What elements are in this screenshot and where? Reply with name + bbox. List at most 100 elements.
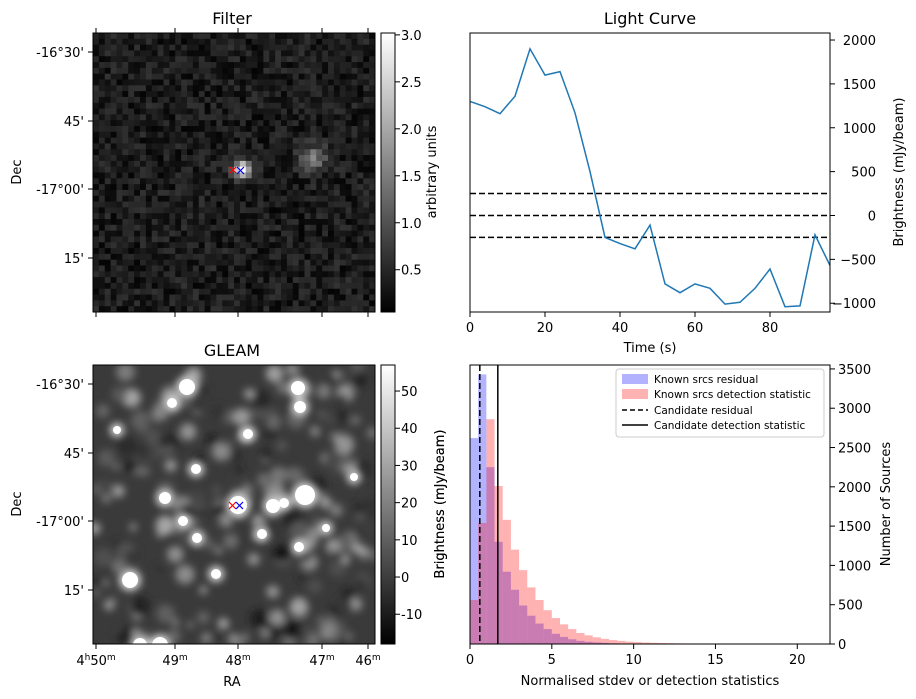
filter-pixel <box>104 259 112 266</box>
filter-pixel <box>328 253 335 261</box>
filter-pixel <box>345 230 352 237</box>
filter-pixel <box>263 102 270 109</box>
filter-pixel <box>128 201 135 208</box>
filter-pixel <box>151 294 159 301</box>
filter-pixel <box>275 242 282 249</box>
filter-pixel <box>187 242 194 249</box>
filter-pixel <box>157 178 164 185</box>
filter-pixel <box>263 282 270 290</box>
filter-pixel <box>292 62 300 69</box>
filter-pixel <box>245 160 253 168</box>
filter-pixel <box>357 300 364 307</box>
filter-pixel <box>134 131 141 139</box>
filter-pixel <box>292 160 300 168</box>
blue-x-b <box>235 501 244 510</box>
filter-pixel <box>339 149 347 156</box>
filter-pixel <box>239 108 247 115</box>
filter-pixel <box>339 224 347 232</box>
filter-pixel <box>210 85 217 92</box>
filter-pixel <box>369 120 376 127</box>
filter-pixel <box>257 102 264 109</box>
filter-pixel <box>269 224 276 232</box>
filter-pixel <box>157 44 164 51</box>
filter-pixel <box>204 73 211 80</box>
filter-pixel <box>269 184 276 191</box>
filter-pixel <box>351 33 358 40</box>
gleam-blob <box>307 579 322 594</box>
filter-pixel <box>263 213 270 220</box>
filter-pixel <box>357 207 364 214</box>
filter-pixel <box>110 114 117 121</box>
filter-pixel <box>263 85 270 92</box>
filter-pixel <box>134 102 141 109</box>
legend-label-detection: Known srcs detection statistic <box>654 389 811 401</box>
filter-pixel <box>134 178 141 185</box>
filter-pixel <box>187 166 194 173</box>
gleam-blob <box>217 618 229 630</box>
filter-pixel <box>351 230 358 237</box>
gleam-blob <box>265 365 284 383</box>
filter-pixel <box>286 155 294 162</box>
filter-pixel <box>275 236 282 243</box>
filter-pixel <box>345 306 352 313</box>
filter-pixel <box>128 126 135 133</box>
filter-pixel <box>181 166 188 173</box>
filter-pixel <box>140 213 147 220</box>
filter-pixel <box>104 230 112 237</box>
filter-pixel <box>104 184 112 191</box>
filter-pixel <box>304 242 311 249</box>
filter-pixel <box>122 213 129 220</box>
filter-pixel <box>251 236 258 243</box>
filter-pixel <box>239 201 247 208</box>
filter-pixel <box>281 300 288 307</box>
filter-pixel <box>316 79 323 86</box>
filter-pixel <box>169 131 176 139</box>
y-tick-label: 1000 <box>838 559 871 574</box>
filter-pixel <box>128 33 135 40</box>
filter-pixel <box>304 67 311 75</box>
filter-pixel <box>263 207 270 214</box>
filter-pixel <box>169 166 176 173</box>
filter-pixel <box>234 277 241 284</box>
filter-pixel <box>228 259 235 266</box>
filter-pixel <box>333 155 341 162</box>
filter-pixel <box>275 137 282 144</box>
filter-pixel <box>263 253 270 261</box>
filter-pixel <box>157 114 164 121</box>
residual-bar <box>551 633 560 644</box>
filter-pixel <box>116 73 123 80</box>
filter-pixel <box>281 288 288 295</box>
filter-pixel <box>298 96 305 104</box>
y-tick-label: 2500 <box>838 442 871 457</box>
filter-pixel <box>204 149 211 156</box>
filter-pixel <box>93 79 100 86</box>
filter-pixel <box>222 271 229 278</box>
filter-pixel <box>251 149 258 156</box>
filter-pixel <box>192 91 200 98</box>
filter-pixel <box>181 253 188 261</box>
filter-pixel <box>263 277 270 284</box>
filter-pixel <box>222 137 229 144</box>
filter-pixel <box>192 207 200 214</box>
filter-pixel <box>322 184 329 191</box>
filter-pixel <box>322 166 329 173</box>
filter-pixel <box>181 149 188 156</box>
filter-pixel <box>151 73 159 80</box>
filter-pixel <box>357 294 364 301</box>
filter-pixel <box>222 242 229 249</box>
filter-pixel <box>104 38 112 46</box>
filter-pixel <box>210 137 217 144</box>
filter-pixel <box>204 288 211 295</box>
y-tick-label: 1500 <box>838 520 871 535</box>
filter-pixel <box>357 137 364 144</box>
filter-pixel <box>333 137 341 144</box>
filter-pixel <box>363 166 370 173</box>
filter-pixel <box>163 201 170 208</box>
filter-pixel <box>292 242 300 249</box>
filter-pixel <box>234 44 241 51</box>
filter-pixel <box>140 149 147 156</box>
filter-pixel <box>204 178 211 185</box>
filter-pixel <box>316 50 323 57</box>
filter-pixel <box>263 259 270 266</box>
gleam-blob <box>359 561 367 569</box>
